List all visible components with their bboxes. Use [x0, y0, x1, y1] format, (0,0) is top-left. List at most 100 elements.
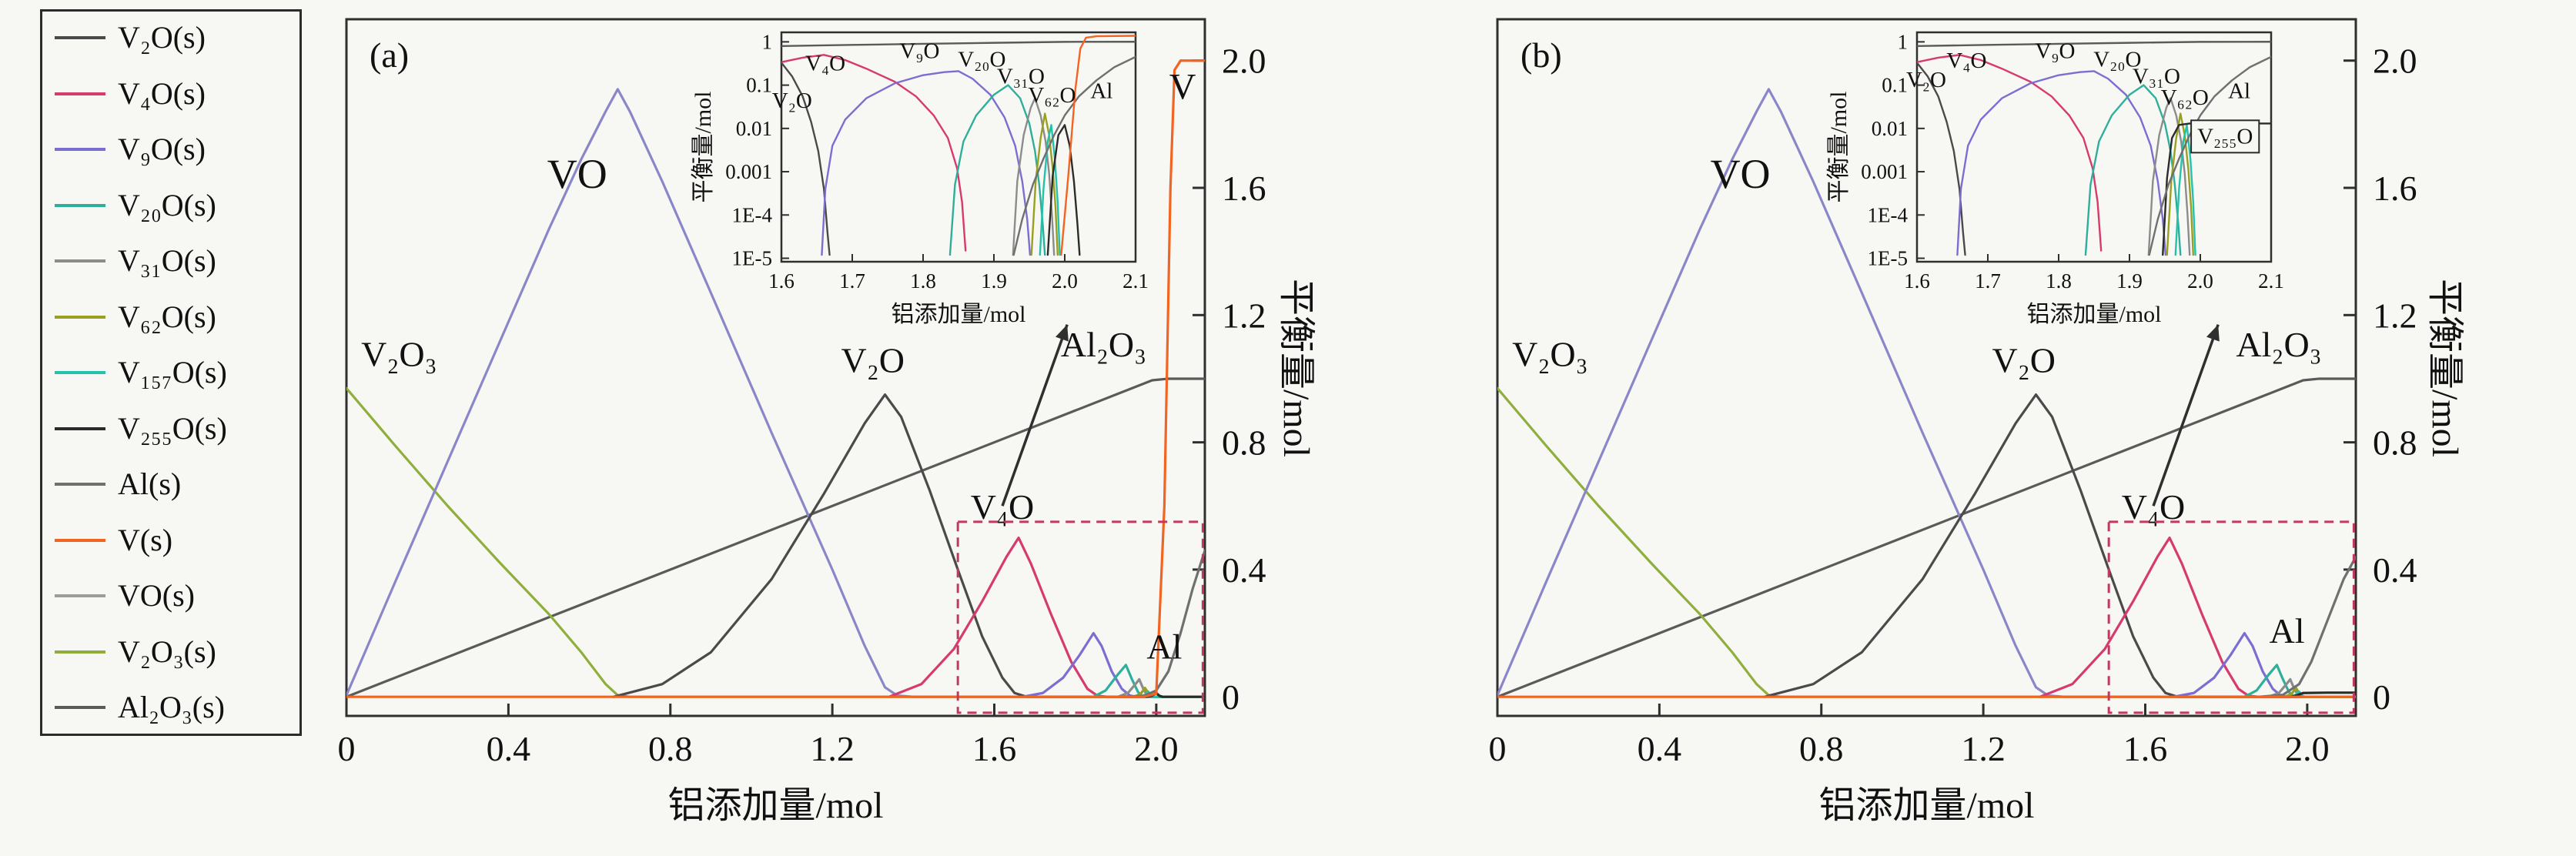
series-V(s)	[346, 59, 1205, 698]
plot-label: V₂O₃	[361, 334, 437, 373]
plot-label: V₄O	[971, 487, 1034, 527]
series-Al2O3(s)	[1497, 377, 2356, 698]
inset-y-tick-label: 0.01	[1872, 117, 1908, 140]
inset-xaxis-title: 铝添加量/mol	[891, 302, 1025, 327]
y-tick-label: 0.4	[2373, 550, 2417, 590]
inset-series-group	[781, 35, 1136, 256]
legend-item-label: V₆₂O(s)	[118, 299, 216, 334]
panel-b-yaxis-title: 平衡量/mol	[2424, 278, 2465, 457]
legend-item-label: V₄O(s)	[118, 75, 206, 111]
legend-item-label: V₂₅₅O(s)	[118, 410, 227, 446]
zoom-arrow-head	[1055, 324, 1069, 342]
inset-series-V157O(s)	[1039, 124, 1061, 256]
series-group	[1497, 88, 2356, 698]
legend-item-label: VO(s)	[118, 578, 195, 613]
legend-item: VO(s)	[55, 580, 293, 611]
inset-plot-label: V₂O	[772, 89, 812, 113]
legend-item: V(s)	[55, 524, 293, 556]
x-tick-label: 0.4	[1638, 729, 1682, 768]
panel-a-yaxis-title: 平衡量/mol	[1276, 278, 1316, 457]
inset-y-tick-label: 1E-5	[1868, 247, 1908, 270]
plot-label: V₂O	[841, 341, 904, 380]
inset-y-tick-label: 0.001	[725, 160, 772, 183]
inset-plot-label: V₃₁O	[2133, 64, 2180, 89]
inset-series-V2O(s)	[781, 62, 831, 256]
y-tick-label: 0.4	[1222, 550, 1266, 590]
inset-plot-label: V₄O	[1946, 48, 1986, 73]
series-Al(s)	[2257, 555, 2356, 698]
inset-series-V20O(s)	[948, 84, 1046, 256]
legend-item: Al(s)	[55, 469, 293, 500]
legend-item: V₃₁O(s)	[55, 246, 293, 276]
y-tick-label: 2.0	[1222, 42, 1266, 81]
series-V2O3(s)	[346, 386, 1205, 698]
y-tick-label: 2.0	[2373, 42, 2417, 81]
legend-line-swatch	[55, 315, 105, 319]
zoom-region-box	[2107, 520, 2355, 714]
inset-plot-label: V₂₅₅O	[2197, 124, 2253, 149]
inset-y-tick-label: 0.01	[736, 117, 772, 140]
inset-x-tick-label: 2.1	[2258, 269, 2284, 293]
legend-line-swatch	[55, 426, 105, 430]
inset-y-tick-label: 1	[762, 30, 773, 53]
inset-series-V9O(s)	[821, 70, 1032, 256]
inset-x-tick-label: 1.7	[1975, 269, 2001, 293]
plot-label: Al	[1146, 627, 1182, 667]
inset-x-tick-label: 1.7	[839, 269, 865, 293]
y-tick-label: 1.2	[1222, 296, 1266, 335]
inset-series-V31O(s)	[1012, 97, 1055, 256]
inset-x-tick-label: 1.8	[910, 269, 936, 293]
inset-series-Al2O3(s)	[1917, 41, 2271, 48]
legend-line-swatch	[55, 594, 105, 597]
x-tick-label: 1.6	[2123, 729, 2168, 768]
inset-series-V2O(s)	[1917, 62, 1966, 256]
inset-x-tick-label: 1.9	[2116, 269, 2143, 293]
series-Al2O3(s)	[346, 377, 1205, 698]
y-tick-label: 1.6	[2373, 169, 2417, 208]
legend-line-swatch	[55, 148, 105, 151]
inset-x-tick-label: 2.0	[2187, 269, 2213, 293]
inset-y-tick-label: 0.001	[1861, 160, 1908, 183]
series-group	[346, 59, 1205, 698]
x-tick-label: 0.8	[1799, 729, 1844, 768]
inset-frame	[780, 31, 1137, 263]
inset-plot-label: V₂O	[1906, 68, 1946, 92]
inset-x-tick-label: 2.1	[1122, 269, 1149, 293]
legend-item-label: V₃₁O(s)	[118, 243, 216, 278]
zoom-region-box	[956, 520, 1204, 714]
plot-label: V₂O₃	[1512, 334, 1588, 373]
legend-item-label: V₂O₃(s)	[118, 634, 216, 669]
inset-xaxis-title: 铝添加量/mol	[2026, 302, 2161, 327]
x-tick-label: 1.2	[1961, 729, 2006, 768]
panel-letter: (b)	[1521, 35, 1562, 75]
y-tick-label: 1.2	[2373, 296, 2417, 335]
inset-plot-label: V₃₁O	[997, 64, 1045, 89]
legend-line-swatch	[55, 371, 105, 374]
legend-item: V₉O(s)	[55, 134, 293, 165]
y-tick-label: 0.8	[2373, 423, 2417, 463]
inset-x-tick-label: 1.9	[981, 269, 1007, 293]
inset-series-Al2O3(s)	[781, 41, 1136, 48]
x-tick-label: 2.0	[1134, 729, 1179, 768]
inset-plot-label: Al	[1090, 79, 1112, 104]
inset-yaxis-title: 平衡量/mol	[1826, 91, 1852, 202]
inset-y-tick-label: 0.1	[746, 74, 772, 97]
legend-item: V₂₅₅O(s)	[55, 413, 293, 444]
inset-x-tick-label: 1.6	[768, 269, 795, 293]
legend-item-label: V₂₀O(s)	[118, 187, 216, 222]
legend-item: V₄O(s)	[55, 75, 293, 111]
panel-letter: (a)	[370, 35, 409, 75]
legend-item: V₂₀O(s)	[55, 187, 293, 222]
legend-line-swatch	[55, 483, 105, 486]
inset-y-tick-label: 1E-4	[732, 203, 773, 226]
inset-plot-label: Al	[2228, 79, 2250, 104]
zoom-arrow-head	[2206, 324, 2220, 342]
legend: V₂O(s) V₄O(s) V₉O(s) V₂₀O(s) V₃₁O(s) V₆₂O(s) V…	[40, 9, 302, 736]
plot-frame	[1496, 18, 2357, 717]
series-V4O(s)	[2039, 536, 2356, 698]
series-V2O3(s)	[1497, 386, 2356, 698]
inset-x-tick-label: 1.6	[1904, 269, 1930, 293]
inset-plot-label: V₂₀O	[2093, 47, 2141, 72]
y-tick-label: 1.6	[1222, 169, 1266, 208]
